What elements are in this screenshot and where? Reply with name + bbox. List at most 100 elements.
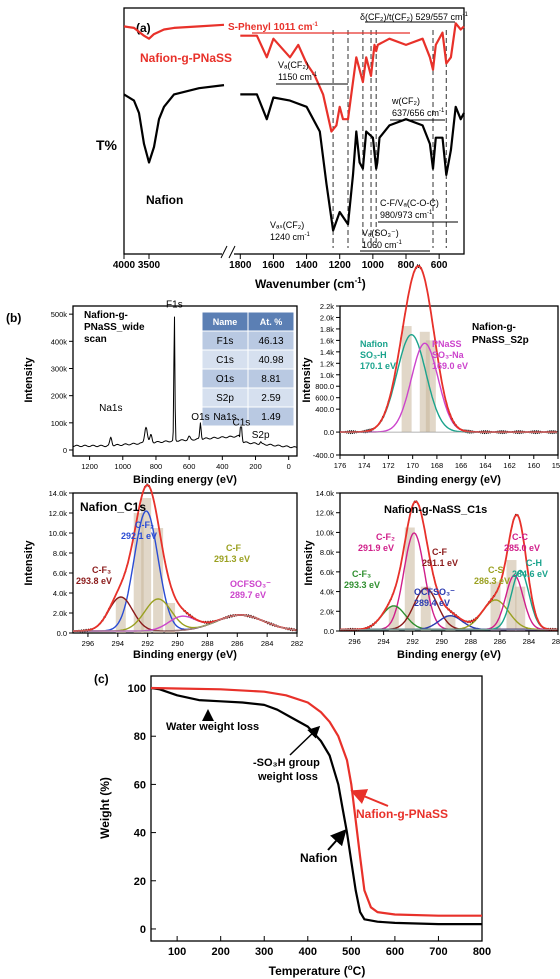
panel-c-label: (c) <box>94 672 109 686</box>
y-tick-label: 2.0k <box>53 609 67 618</box>
peak-label-c1s: C1s <box>233 418 251 429</box>
axis-break-mark <box>220 245 228 259</box>
y-tick-label: 2.0k <box>320 313 334 322</box>
wide-scan-title-2: PNaSS_wide <box>84 322 145 333</box>
component-bar <box>153 528 164 633</box>
panel-a-series <box>123 22 465 232</box>
x-tick-label: 292 <box>406 637 419 646</box>
table-element: F1s <box>217 336 234 347</box>
vas-cf2-label: Vₐₛ(CF₂) <box>270 220 304 230</box>
peak-label-o1s: O1s <box>191 412 209 423</box>
graft-c1s-cf2-label: C-F₂ <box>376 532 395 542</box>
table-cell <box>247 406 295 427</box>
x-tick-label: 600 <box>183 462 196 471</box>
s2p-fit <box>339 264 558 435</box>
x-tick-label: 400 <box>299 946 317 958</box>
y-tick-label: -400.0 <box>313 451 334 460</box>
x-tick-label: 286 <box>231 639 244 648</box>
x-tick-label: 1800 <box>229 260 252 271</box>
y-tick-label: 1.0k <box>320 371 334 380</box>
atomic-percent-table: Name At. % F1s 46.13 C1s 40.98 O1s 8.81 S2p 2.59 N… <box>201 311 295 427</box>
x-tick-label: 286 <box>494 637 507 646</box>
graft-c1s-fit <box>339 500 558 632</box>
nafion-c1s-cf2-value: 292.1 eV <box>121 531 157 541</box>
nafion-g-pnass-arrow <box>350 789 389 807</box>
x-tick-label: 800 <box>398 260 415 271</box>
water-weight-loss-label: Water weight loss <box>166 721 259 733</box>
y-tick-label: 0.0 <box>324 627 334 636</box>
x-tick-label: 166 <box>455 461 468 470</box>
w-cf2-value: 637/656 cm-1 <box>392 108 445 118</box>
panel-c-xlabel: Temperature (oC) <box>269 963 366 978</box>
x-tick-label: 290 <box>435 637 448 646</box>
series-label-nafion-g-pnass-tga: Nafion-g-PNaSS <box>356 807 448 821</box>
y-tick-label: 40 <box>134 828 146 840</box>
s2p-pnass-value: 169.0 eV <box>432 361 468 371</box>
x-tick-label: 294 <box>377 637 390 646</box>
y-tick-label: 6.0k <box>320 568 334 577</box>
nafion-c1s-ylabel: Intensity <box>23 540 35 586</box>
y-tick-label: 1.4k <box>320 348 334 357</box>
y-tick-label: 100 <box>128 683 146 695</box>
nafion-c1s-cf3-value: 293.8 eV <box>76 576 112 586</box>
x-tick-label: 600 <box>431 260 448 271</box>
x-tick-label: 294 <box>112 639 125 648</box>
y-tick-label: 60 <box>134 779 146 791</box>
x-tick-label: 168 <box>431 461 444 470</box>
graft-c1s-cf3-value: 293.3 eV <box>344 580 380 590</box>
s2p-nafion-label: Nafion <box>360 339 388 349</box>
s2p-pnass-label: PNaSS <box>432 339 462 349</box>
s2p-title-1: Nafion-g- <box>472 322 516 333</box>
x-tick-label: 296 <box>82 639 95 648</box>
x-tick-label: 700 <box>429 946 447 958</box>
x-tick-label: 1200 <box>81 462 98 471</box>
s2p-bars <box>401 326 436 433</box>
component-bar <box>419 331 430 433</box>
x-tick-label: 162 <box>503 461 516 470</box>
x-tick-label: 400 <box>216 462 229 471</box>
nafion-c1s-xlabel: Binding energy (eV) <box>133 649 237 661</box>
s2p-title-2: PNaSS_S2p <box>472 335 529 346</box>
x-tick-label: 100 <box>168 946 186 958</box>
nafion-c1s-bars <box>115 498 176 633</box>
y-tick-label: 20 <box>134 876 146 888</box>
graft-c1s-cf2-value: 291.9 eV <box>358 543 394 553</box>
y-tick-label: 100k <box>51 419 68 428</box>
wide-scan-ylabel: Intensity <box>23 357 35 403</box>
graft-c1s-ylabel: Intensity <box>303 540 315 586</box>
panel-a-xlabel: Wavenumber (cm-1) <box>255 276 366 291</box>
x-tick-label: 1200 <box>329 260 352 271</box>
nafion-c1s-frame <box>72 492 298 634</box>
delta-cf2-label: δ(CF₂)/t(CF₂) 529/557 cm-1 <box>360 12 469 22</box>
x-tick-label: 284 <box>523 637 536 646</box>
wide-scan-ticks: 1200 1000 800 600 400 200 0 0 100k 200k 300k 400k 50… <box>51 310 291 471</box>
y-tick-label: 600.0 <box>315 394 334 403</box>
va-cf2-value: 1150 cm-1 <box>278 72 318 82</box>
graft-c1s-cf3-label: C-F₃ <box>352 569 371 579</box>
x-tick-label: 284 <box>261 639 274 648</box>
s2p-frame <box>339 305 559 456</box>
nafion-c1s-ocfso3-value: 289.7 eV <box>230 590 266 600</box>
component-bar <box>388 606 399 631</box>
panel-a: (a) T% Wavenumber (cm-1) 4000 3500 1800 160… <box>96 7 469 291</box>
y-tick-label: 2.2k <box>320 302 334 311</box>
table-element: O1s <box>216 374 234 385</box>
panel-a-label: (a) <box>136 21 151 35</box>
x-tick-label: 282 <box>552 637 560 646</box>
x-tick-label: 300 <box>255 946 273 958</box>
y-tick-label: 1.2k <box>320 359 334 368</box>
panel-a-frame <box>123 7 465 255</box>
panel-c-ylabel: Weight (%) <box>98 777 112 839</box>
x-tick-label: 0 <box>287 462 291 471</box>
y-tick-label: 14.0k <box>49 489 68 498</box>
component-bar <box>420 586 431 631</box>
wide-scan-spectrum <box>72 316 297 449</box>
spectrum-nafion-g-pnass-right <box>240 22 465 133</box>
panel-b-label: (b) <box>6 311 21 325</box>
spectrum-nafion-g-pnass-left <box>123 23 225 40</box>
s2p-nafion-value: 170.1 eV <box>360 361 396 371</box>
table-value: 1.49 <box>261 412 281 423</box>
y-tick-label: 14.0k <box>316 489 335 498</box>
